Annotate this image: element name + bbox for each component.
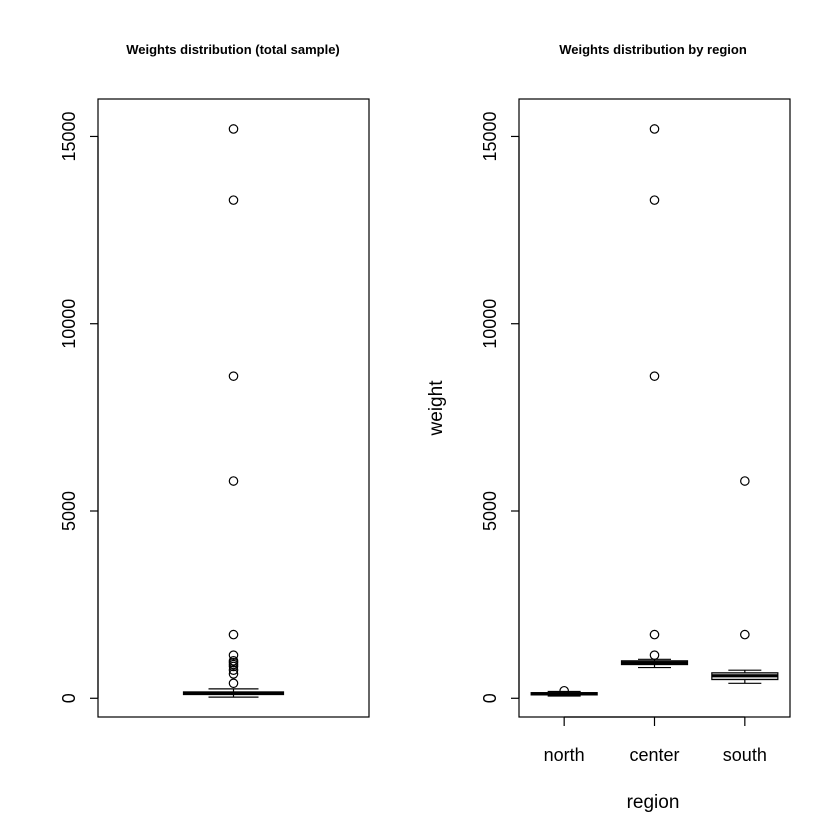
outlier-point	[228, 661, 239, 672]
outlier-point	[649, 650, 660, 660]
plot-marks: 0 5000 10000 15000	[59, 111, 285, 703]
outlier-point	[228, 650, 239, 660]
outlier-point	[649, 195, 660, 205]
panel-total-sample: Weights distribution (total sample) 0 500…	[59, 42, 370, 718]
plot-marks: 0 5000 10000 15000 north center south	[480, 111, 779, 765]
outlier-point	[740, 629, 750, 640]
panel-by-region: Weights distribution by region 0 5000 1000…	[426, 42, 791, 813]
chart-title: Weights distribution by region	[559, 42, 747, 57]
x-axis-label: region	[627, 792, 680, 813]
outlier-point	[559, 685, 569, 696]
x-tick-label: center	[629, 745, 679, 765]
outlier-point	[740, 476, 750, 486]
y-tick-label: 10000	[59, 299, 79, 349]
outlier-point	[228, 669, 239, 679]
outlier-point	[228, 371, 239, 381]
y-tick-label: 15000	[59, 111, 79, 161]
x-tick-label: north	[544, 745, 585, 765]
y-tick-label: 0	[480, 693, 500, 703]
y-tick-label: 5000	[480, 491, 500, 531]
outlier-point	[228, 195, 239, 205]
y-axis-label: weight	[426, 380, 447, 437]
y-tick-label: 15000	[480, 111, 500, 161]
outlier-point	[649, 371, 660, 381]
x-tick-label: south	[723, 745, 767, 765]
outlier-point	[228, 124, 239, 134]
outlier-point	[649, 124, 660, 134]
outlier-point	[228, 476, 239, 486]
outlier-point	[649, 629, 660, 640]
outlier-point	[228, 629, 239, 640]
y-tick-label: 5000	[59, 491, 79, 531]
outlier-point	[228, 665, 239, 675]
y-tick-label: 10000	[480, 299, 500, 349]
outlier-point	[228, 678, 239, 689]
y-tick-label: 0	[59, 693, 79, 703]
chart-title: Weights distribution (total sample)	[126, 42, 340, 57]
